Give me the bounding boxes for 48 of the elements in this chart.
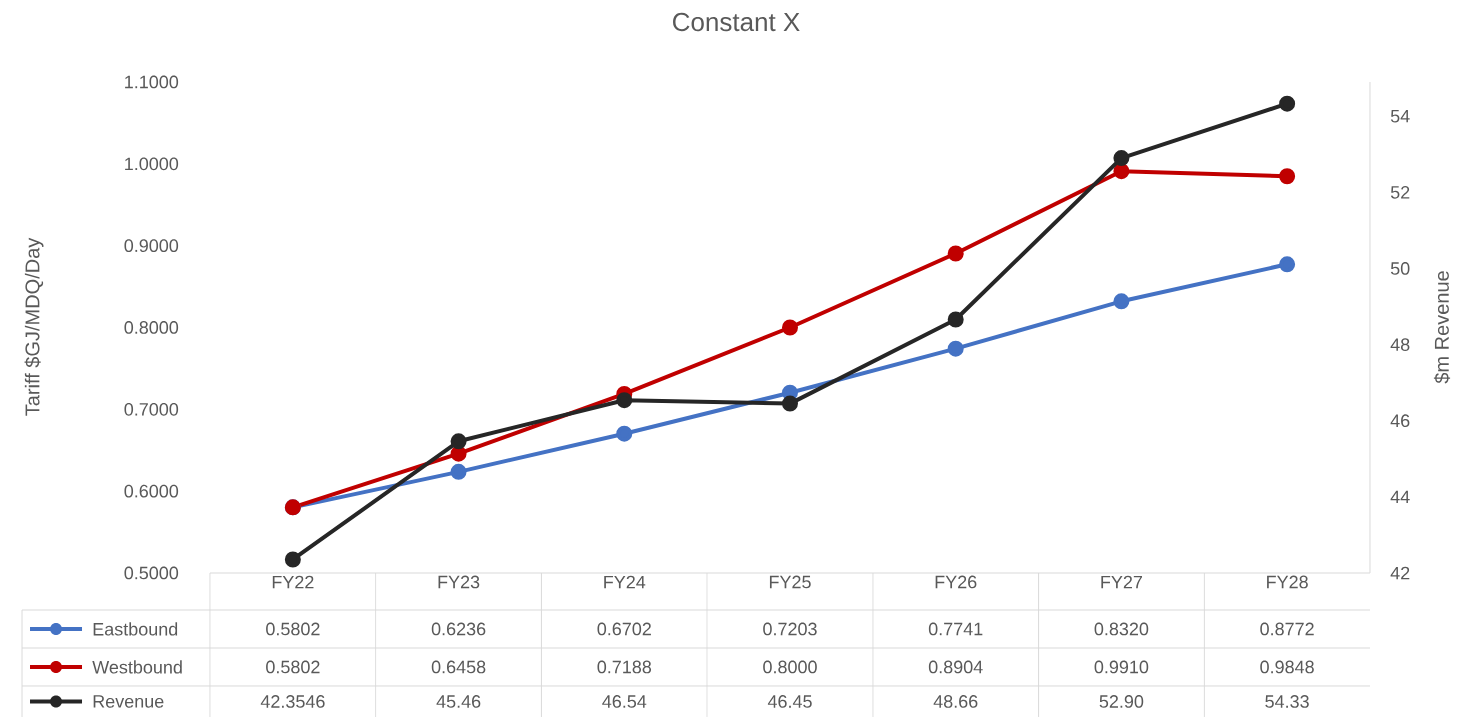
- data-label: 0.5802: [266, 660, 320, 674]
- y-tick-label: 0.7000: [124, 402, 179, 416]
- legend-label: Westbound: [92, 660, 182, 674]
- y2-tick-label: 46: [1390, 414, 1410, 428]
- data-label: 0.8000: [763, 660, 817, 674]
- data-label: 0.8320: [1094, 622, 1149, 636]
- data-label: 0.6236: [431, 622, 486, 636]
- data-label: 0.7741: [928, 622, 983, 636]
- x-tick-label: FY27: [1101, 575, 1143, 589]
- data-label: 0.5802: [266, 622, 320, 636]
- y-tick-label: 0.6000: [124, 484, 179, 498]
- x-tick-label: FY23: [438, 575, 480, 589]
- y2-tick-label: 54: [1390, 109, 1410, 123]
- x-tick-label: FY25: [769, 575, 811, 589]
- y-tick-label: 0.5000: [124, 566, 179, 580]
- data-label: 46.45: [767, 695, 812, 708]
- data-label: 0.6458: [431, 660, 486, 674]
- data-label: 45.46: [436, 695, 481, 708]
- y-axis-title: Tariff $GJ/MDQ/Day: [24, 237, 44, 416]
- x-tick-label: FY26: [935, 575, 977, 589]
- y2-tick-label: 50: [1390, 262, 1410, 275]
- data-label: 0.7188: [597, 660, 652, 674]
- data-label: 0.9910: [1094, 660, 1149, 674]
- y2-tick-label: 42: [1390, 566, 1410, 580]
- legend-label: Eastbound: [93, 622, 178, 636]
- chart-title: Constant X: [673, 12, 800, 32]
- x-tick-label: FY22: [272, 575, 314, 589]
- data-label: 54.33: [1265, 695, 1309, 708]
- data-label: 0.7203: [763, 622, 817, 636]
- data-label: 42.3546: [260, 695, 325, 708]
- data-label: 48.66: [933, 695, 978, 708]
- data-label: 0.8904: [928, 660, 983, 674]
- data-label: 0.6702: [597, 622, 651, 636]
- y-tick-label: 1.0000: [125, 157, 179, 171]
- data-label: 0.8772: [1260, 622, 1314, 636]
- y2-tick-label: 52: [1390, 185, 1410, 199]
- legend-label: Revenue: [93, 695, 164, 708]
- y-tick-label: 0.9000: [124, 239, 179, 253]
- x-tick-label: FY28: [1267, 575, 1308, 589]
- y2-tick-label: 44: [1390, 490, 1410, 504]
- x-tick-label: FY24: [604, 575, 646, 589]
- data-label: 52.90: [1099, 695, 1144, 708]
- data-label: 46.54: [602, 695, 647, 708]
- y2-axis-title: $m Revenue: [1433, 271, 1451, 384]
- y2-tick-label: 48: [1390, 338, 1410, 351]
- data-label: 0.9848: [1260, 660, 1314, 674]
- y-tick-label: 1.1000: [125, 75, 179, 89]
- y-tick-label: 0.8000: [124, 321, 179, 334]
